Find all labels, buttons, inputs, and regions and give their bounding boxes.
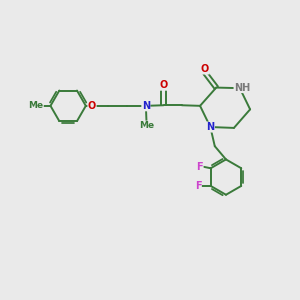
Text: O: O (159, 80, 168, 90)
Text: NH: NH (234, 82, 250, 93)
Text: Me: Me (139, 121, 154, 130)
Text: F: F (195, 181, 201, 191)
Text: N: N (206, 122, 214, 132)
Text: N: N (142, 101, 150, 111)
Text: O: O (88, 101, 96, 111)
Text: O: O (201, 64, 209, 74)
Text: F: F (196, 162, 203, 172)
Text: Me: Me (28, 101, 43, 110)
